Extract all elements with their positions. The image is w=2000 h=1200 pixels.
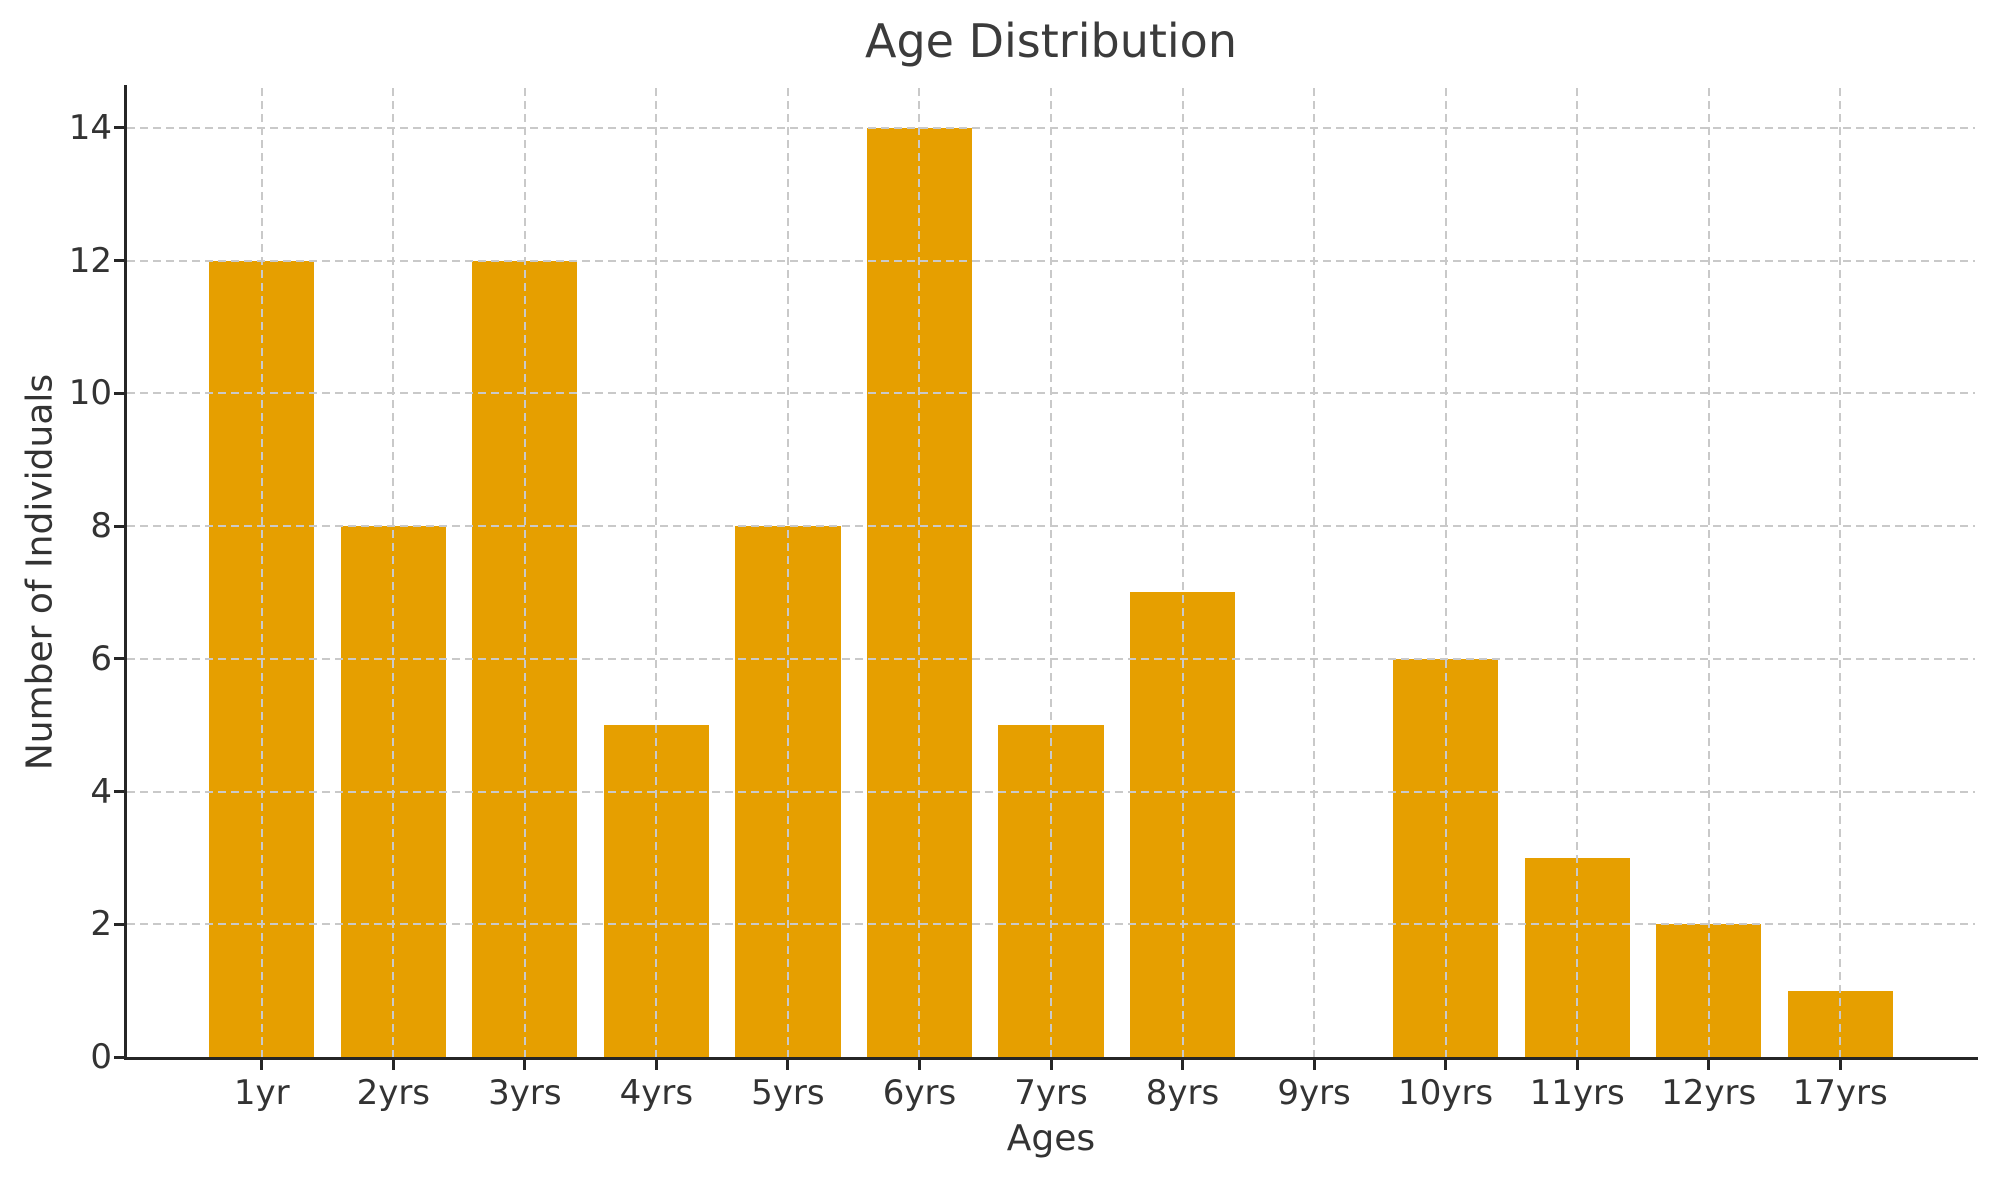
y-tick-mark-0 [114, 1055, 124, 1059]
y-tick-label-10: 10 [68, 373, 112, 414]
gridline-x-6yrs [918, 88, 921, 1057]
x-tick-label-7yrs: 7yrs [1014, 1073, 1088, 1113]
gridline-x-2yrs [392, 88, 395, 1057]
y-tick-mark-14 [114, 126, 124, 130]
gridline-x-1yr [260, 88, 263, 1057]
x-tick-mark-8yrs [1181, 1060, 1185, 1070]
x-tick-mark-3yrs [523, 1060, 527, 1070]
gridline-x-7yrs [1050, 88, 1052, 1057]
y-tick-mark-6 [114, 657, 124, 661]
y-tick-label-4: 4 [90, 771, 112, 812]
y-tick-label-14: 14 [68, 107, 112, 148]
gridline-x-17yrs [1839, 88, 1842, 1057]
x-tick-mark-12yrs [1707, 1060, 1711, 1070]
gridline-x-11yrs [1576, 88, 1579, 1057]
x-tick-mark-6yrs [917, 1060, 921, 1070]
x-tick-label-5yrs: 5yrs [751, 1073, 825, 1113]
y-axis-title: Number of Individuals [19, 373, 61, 771]
x-tick-mark-10yrs [1444, 1060, 1448, 1070]
y-tick-mark-2 [114, 922, 124, 926]
x-tick-label-1yr: 1yr [233, 1073, 290, 1113]
x-tick-label-2yrs: 2yrs [356, 1073, 431, 1113]
x-tick-label-12yrs: 12yrs [1661, 1073, 1757, 1113]
x-tick-mark-7yrs [1049, 1060, 1053, 1070]
gridline-x-8yrs [1181, 88, 1184, 1057]
gridline-x-4yrs [655, 88, 658, 1057]
x-tick-label-4yrs: 4yrs [619, 1073, 694, 1113]
x-tick-label-10yrs: 10yrs [1398, 1073, 1494, 1113]
plot-area [127, 88, 1975, 1057]
x-tick-mark-17yrs [1838, 1060, 1842, 1070]
x-tick-mark-9yrs [1312, 1060, 1316, 1070]
x-tick-mark-2yrs [391, 1060, 395, 1070]
y-tick-label-0: 0 [90, 1037, 112, 1077]
gridline-x-3yrs [523, 88, 526, 1057]
x-axis-spine [124, 1057, 1978, 1060]
x-tick-label-11yrs: 11yrs [1529, 1073, 1625, 1113]
x-tick-mark-1yr [260, 1060, 264, 1070]
x-tick-label-6yrs: 6yrs [882, 1073, 957, 1113]
x-axis-title: Ages [1006, 1118, 1096, 1159]
x-tick-mark-5yrs [786, 1060, 790, 1070]
y-tick-mark-4 [114, 790, 124, 794]
y-tick-label-2: 2 [90, 904, 112, 945]
y-tick-label-8: 8 [90, 506, 112, 547]
gridline-x-5yrs [786, 88, 789, 1057]
y-tick-mark-12 [114, 259, 124, 263]
y-tick-mark-8 [114, 524, 124, 528]
x-tick-mark-11yrs [1575, 1060, 1579, 1070]
x-tick-mark-4yrs [654, 1060, 658, 1070]
gridline-x-12yrs [1707, 88, 1710, 1057]
gridline-x-10yrs [1444, 88, 1447, 1057]
x-tick-label-8yrs: 8yrs [1145, 1073, 1220, 1113]
y-axis-spine [124, 85, 127, 1060]
x-tick-label-9yrs: 9yrs [1277, 1073, 1351, 1113]
y-tick-label-6: 6 [90, 638, 112, 679]
x-tick-label-17yrs: 17yrs [1792, 1073, 1888, 1113]
y-tick-mark-10 [114, 391, 124, 395]
gridline-x-9yrs [1313, 88, 1316, 1057]
x-tick-label-3yrs: 3yrs [488, 1073, 562, 1113]
chart-title: Age Distribution [865, 14, 1237, 68]
y-tick-label-12: 12 [68, 240, 112, 281]
